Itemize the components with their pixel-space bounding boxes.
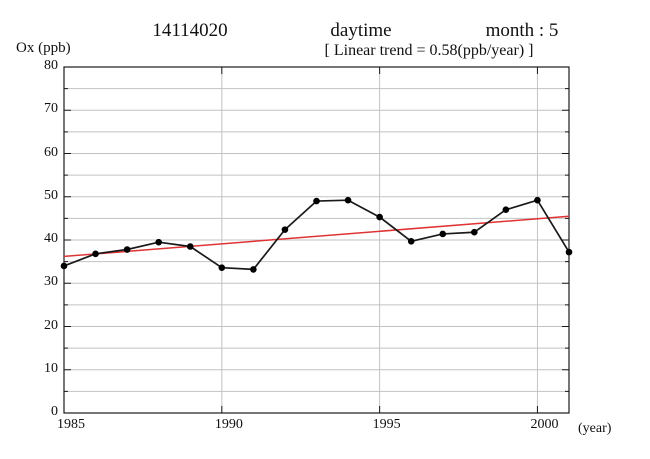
trend-line [63, 215, 570, 258]
data-point [376, 213, 383, 221]
y-tick-label: 0 [51, 404, 58, 419]
data-point [565, 248, 573, 256]
data-point [502, 206, 510, 214]
data-point [155, 238, 162, 246]
data-point [534, 196, 541, 204]
data-point [250, 266, 257, 273]
data-point [123, 246, 131, 253]
plot-border [63, 66, 570, 414]
data-point [92, 250, 99, 258]
y-tick-label: 50 [44, 187, 58, 203]
month-title: month : 5 [485, 20, 559, 41]
data-point [313, 197, 320, 205]
y-tick-label: 30 [44, 274, 58, 290]
data-point [218, 264, 226, 271]
data-point [439, 230, 447, 238]
y-tick-label: 70 [44, 101, 58, 117]
y-axis-name: Ox (ppb) [16, 40, 71, 56]
data-point [471, 228, 478, 236]
y-tick-label: 80 [44, 58, 58, 73]
station-id-title: 14114020 [152, 20, 228, 41]
data-point [344, 196, 352, 204]
y-tick-label: 20 [44, 317, 58, 333]
data-point [281, 226, 289, 233]
x-tick-label: 1985 [57, 417, 85, 432]
data-point [60, 262, 68, 270]
data-point [186, 243, 194, 250]
y-tick-label: 60 [44, 144, 58, 160]
data-line [63, 199, 570, 271]
linear-trend-subtitle: [ Linear trend = 0.58(ppb/year) ] [324, 42, 534, 59]
x-tick-label: 1990 [214, 417, 243, 432]
y-tick-label: 10 [44, 360, 58, 376]
x-tick-label: 1995 [372, 417, 401, 432]
y-tick-label: 40 [44, 231, 58, 246]
x-axis-name: (year) [578, 421, 612, 436]
x-tick-label: 2000 [530, 417, 559, 432]
data-point [407, 237, 415, 245]
daytime-title: daytime [330, 20, 392, 41]
